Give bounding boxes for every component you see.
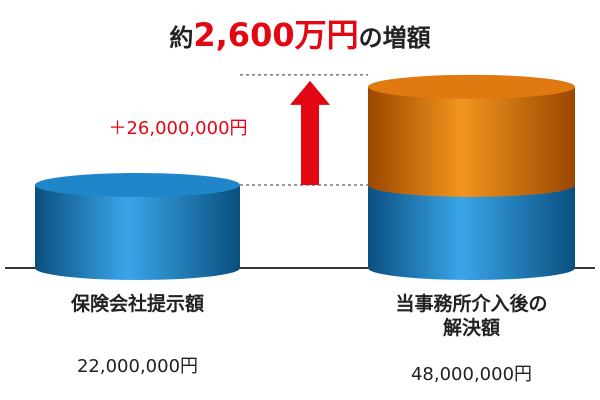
total-label: 48,000,000円 — [410, 364, 533, 385]
cylinder-body — [368, 86, 575, 185]
title-highlight: 2,600万円 — [193, 16, 358, 54]
category-label: 当事務所介入後の解決額 — [395, 293, 548, 339]
chart-title: 約2,600万円の増額 — [169, 16, 430, 54]
category-label: 保険会社提示額 — [70, 293, 204, 315]
title-prefix: 約 — [169, 24, 193, 52]
title-suffix: の増額 — [359, 24, 431, 52]
cylinder-body — [35, 184, 240, 268]
increase-arrow — [290, 80, 330, 185]
cylinder-top — [35, 172, 240, 197]
cylinder-top — [368, 74, 575, 99]
cylinder-body — [368, 184, 575, 268]
annotation: ＋26,000,000円 — [108, 118, 247, 139]
total-label: 22,000,000円 — [76, 356, 199, 377]
